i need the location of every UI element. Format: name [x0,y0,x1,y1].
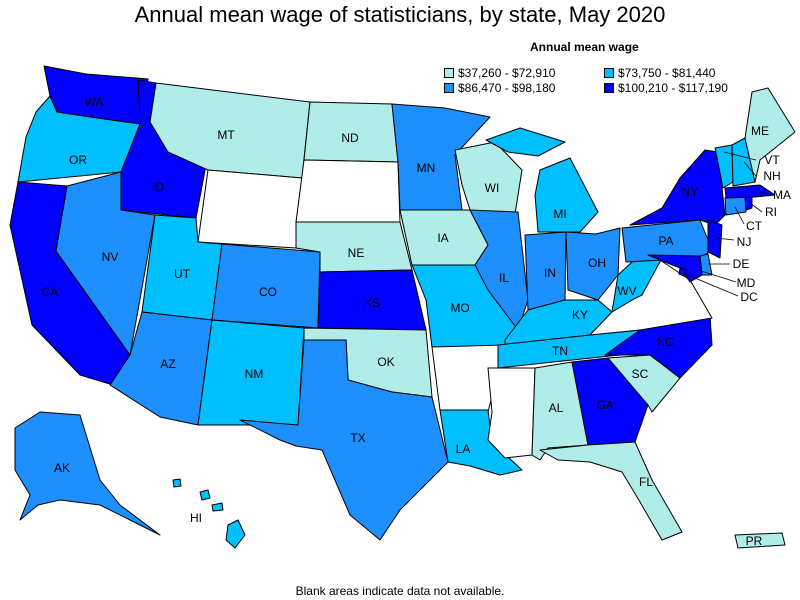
legend-label-3: $86,470 - $98,180 [458,81,556,95]
label-MN: MN [417,161,436,175]
callout-line-NJ [715,237,735,241]
label-NM: NM [245,367,264,381]
callout-line-CT [734,206,745,225]
state-MS[interactable] [487,367,536,459]
label-NE: NE [348,246,365,260]
label-MT: MT [217,128,235,142]
legend-swatch-4 [604,83,614,93]
footnote: Blank areas indicate data not available. [295,584,505,598]
state-AK[interactable] [14,411,161,536]
label-OR: OR [69,153,87,167]
label-MI: MI [553,207,566,221]
label-TN: TN [552,344,568,358]
legend-swatch-1 [444,68,454,78]
label-FL: FL [639,475,653,489]
state-ME[interactable] [744,87,796,183]
label-NY: NY [682,185,699,199]
state-NJ[interactable] [707,219,723,259]
label-WI: WI [485,181,500,195]
label-LA: LA [456,442,471,456]
label-UT: UT [174,267,191,281]
callout-line-DC [682,272,739,297]
label-OK: OK [377,355,394,369]
label-MD: MD [737,276,756,290]
label-KS: KS [364,296,380,310]
state-MI-UP[interactable] [485,127,566,157]
state-GA[interactable] [571,357,649,446]
label-AZ: AZ [160,357,175,371]
state-HI-4[interactable] [172,478,182,488]
label-TX: TX [350,431,365,445]
state-MI[interactable] [534,157,599,233]
legend-item-4: $100,210 - $117,190 [604,81,728,95]
map-title: Annual mean wage of statisticians, by st… [134,2,666,27]
label-AL: AL [549,401,564,415]
label-PA: PA [658,234,673,248]
label-IA: IA [437,231,448,245]
callout-line-VT [723,151,757,161]
legend-swatch-3 [444,83,454,93]
label-WV: WV [617,284,636,298]
legend-title: Annual mean wage [530,40,639,54]
state-FL[interactable] [539,441,683,541]
label-ID: ID [152,180,164,194]
state-MA[interactable] [724,184,776,199]
legend-label-2: $73,750 - $81,440 [618,66,716,80]
state-NY[interactable] [629,149,726,226]
label-MO: MO [450,301,469,315]
callout-line-MD [697,269,737,283]
callout-line-NH [743,161,757,177]
state-PR[interactable] [734,532,786,549]
label-NC: NC [656,335,674,349]
state-LA[interactable] [439,409,523,476]
state-SD[interactable] [295,159,401,223]
label-NV: NV [102,250,119,264]
label-DE: DE [733,257,750,271]
label-NJ: NJ [737,235,752,249]
label-ME: ME [751,124,769,138]
state-HI-2[interactable] [199,489,211,501]
state-CT[interactable] [724,195,747,216]
legend-label-4: $100,210 - $117,190 [618,81,728,95]
label-ND: ND [341,131,359,145]
callout-line-MA [759,191,771,195]
state-RI[interactable] [744,195,753,211]
state-MN[interactable] [391,103,491,211]
label-OH: OH [588,256,606,270]
label-GA: GA [596,398,613,412]
label-RI: RI [765,205,777,219]
label-CO: CO [259,285,277,299]
callout-line-RI [749,202,763,213]
label-WA: WA [85,95,104,109]
legend-swatch-2 [604,68,614,78]
state-TX[interactable] [239,339,449,541]
label-IN: IN [544,266,556,280]
state-WY[interactable] [197,169,303,249]
label-PR: PR [746,534,763,548]
state-HI-3[interactable] [211,502,224,512]
state-HI[interactable] [225,519,246,549]
label-MA: MA [773,188,791,202]
label-CT: CT [746,219,763,233]
label-HI: HI [190,511,202,525]
label-SC: SC [632,367,649,381]
state-DC[interactable] [678,267,687,277]
label-DC: DC [740,290,758,304]
legend-label-1: $37,260 - $72,910 [458,66,556,80]
label-IL: IL [499,271,509,285]
label-NH: NH [763,169,780,183]
label-CA: CA [42,285,59,299]
legend-item-3: $86,470 - $98,180 [444,81,555,95]
legend-item-1: $37,260 - $72,910 [444,66,555,80]
label-VT: VT [764,153,780,167]
legend-item-2: $73,750 - $81,440 [604,66,715,80]
state-IL[interactable] [469,209,529,331]
label-AK: AK [54,461,70,475]
label-KY: KY [572,308,588,322]
